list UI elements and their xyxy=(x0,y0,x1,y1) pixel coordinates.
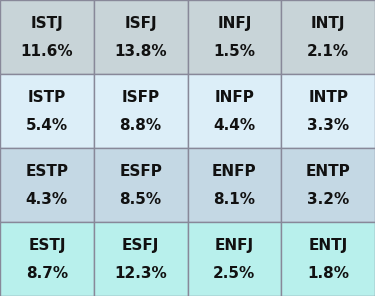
Text: ENFP: ENFP xyxy=(212,164,256,179)
Text: 8.7%: 8.7% xyxy=(26,266,68,281)
Bar xyxy=(0,74,94,148)
Text: ESTP: ESTP xyxy=(26,164,68,179)
Text: ENTP: ENTP xyxy=(306,164,351,179)
Bar xyxy=(281,74,375,148)
Bar xyxy=(94,74,188,148)
Text: ISFJ: ISFJ xyxy=(124,16,157,31)
Text: ESTJ: ESTJ xyxy=(28,238,66,253)
Bar xyxy=(94,0,188,74)
Text: 11.6%: 11.6% xyxy=(21,44,73,59)
Text: ENTJ: ENTJ xyxy=(309,238,348,253)
Bar xyxy=(281,148,375,222)
Text: INFJ: INFJ xyxy=(217,16,252,31)
Text: INTP: INTP xyxy=(308,90,348,105)
Text: 1.5%: 1.5% xyxy=(213,44,255,59)
Text: 8.8%: 8.8% xyxy=(120,118,162,133)
Text: ISTP: ISTP xyxy=(28,90,66,105)
Bar xyxy=(94,222,188,296)
Bar xyxy=(188,148,281,222)
Text: 8.1%: 8.1% xyxy=(213,192,255,207)
Bar xyxy=(281,0,375,74)
Bar xyxy=(0,0,94,74)
Bar xyxy=(188,222,281,296)
Text: 1.8%: 1.8% xyxy=(307,266,349,281)
Text: INTJ: INTJ xyxy=(311,16,345,31)
Text: 3.2%: 3.2% xyxy=(307,192,349,207)
Text: 12.3%: 12.3% xyxy=(114,266,167,281)
Text: 2.5%: 2.5% xyxy=(213,266,255,281)
Text: 8.5%: 8.5% xyxy=(120,192,162,207)
Bar xyxy=(188,0,281,74)
Text: ESFJ: ESFJ xyxy=(122,238,159,253)
Text: ENFJ: ENFJ xyxy=(215,238,254,253)
Text: ISTJ: ISTJ xyxy=(30,16,63,31)
Bar xyxy=(281,222,375,296)
Bar xyxy=(0,148,94,222)
Text: ESFP: ESFP xyxy=(119,164,162,179)
Text: INFP: INFP xyxy=(214,90,254,105)
Text: 3.3%: 3.3% xyxy=(307,118,349,133)
Bar xyxy=(0,222,94,296)
Text: 4.4%: 4.4% xyxy=(213,118,255,133)
Text: 4.3%: 4.3% xyxy=(26,192,68,207)
Text: 5.4%: 5.4% xyxy=(26,118,68,133)
Text: 2.1%: 2.1% xyxy=(307,44,349,59)
Text: ISFP: ISFP xyxy=(122,90,160,105)
Bar xyxy=(94,148,188,222)
Bar xyxy=(188,74,281,148)
Text: 13.8%: 13.8% xyxy=(114,44,167,59)
